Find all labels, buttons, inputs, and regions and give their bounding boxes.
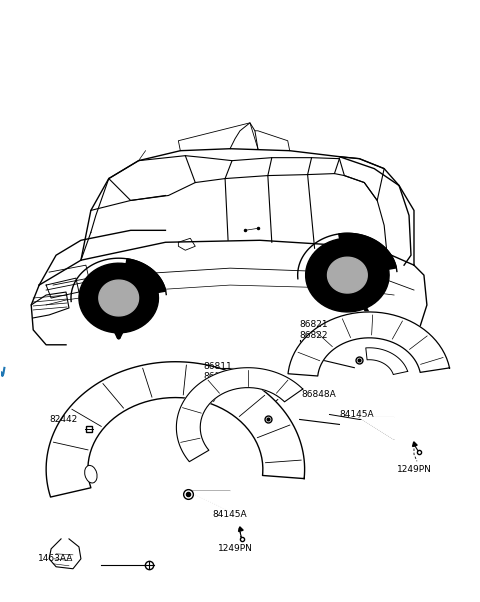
Polygon shape (125, 259, 166, 293)
Polygon shape (46, 362, 305, 497)
Text: 84145A: 84145A (339, 410, 374, 419)
Polygon shape (360, 417, 394, 439)
Polygon shape (288, 312, 450, 376)
Text: 1249PN: 1249PN (396, 465, 432, 474)
Polygon shape (99, 280, 139, 316)
Polygon shape (339, 234, 396, 270)
Polygon shape (188, 491, 230, 511)
Text: 84145A: 84145A (213, 509, 247, 518)
Text: 82442: 82442 (49, 415, 77, 424)
Polygon shape (366, 348, 408, 374)
Text: 1463AA: 1463AA (38, 554, 74, 563)
Text: 1249PN: 1249PN (217, 544, 252, 553)
Text: 86811
86812: 86811 86812 (204, 362, 232, 382)
Ellipse shape (84, 465, 97, 483)
Text: 86848A: 86848A (301, 390, 336, 399)
Polygon shape (176, 368, 303, 462)
Polygon shape (327, 257, 367, 293)
Polygon shape (79, 263, 158, 333)
Polygon shape (306, 238, 389, 312)
Text: 86821
86822: 86821 86822 (300, 320, 328, 340)
